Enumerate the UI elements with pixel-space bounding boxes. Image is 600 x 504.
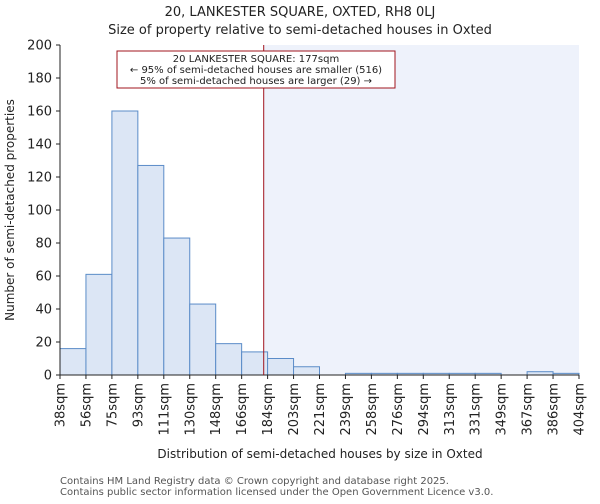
x-tick-label: 313sqm (443, 383, 458, 436)
y-tick-label: 40 (35, 303, 52, 318)
x-tick-label: 294sqm (417, 383, 432, 436)
histogram-bar (267, 358, 295, 376)
x-tick-label: 349sqm (495, 383, 510, 436)
histogram-bar (189, 303, 217, 376)
x-tick-label: 148sqm (209, 383, 224, 436)
annotation-box (116, 50, 396, 89)
x-tick-label: 221sqm (313, 383, 328, 436)
histogram-bar (293, 366, 320, 376)
x-tick-label: 130sqm (183, 383, 198, 436)
annotation-line: ← 95% of semi-detached houses are smalle… (130, 65, 382, 76)
x-tick-label: 56sqm (79, 383, 94, 427)
y-tick-label: 200 (27, 39, 52, 54)
y-tick-label: 180 (27, 72, 52, 87)
footer-line-2: Contains public sector information licen… (60, 487, 493, 498)
y-tick-label: 80 (35, 237, 52, 252)
x-tick-label: 38sqm (54, 383, 69, 427)
x-tick-label: 93sqm (131, 383, 146, 427)
y-tick-label: 160 (27, 105, 52, 120)
x-tick-label: 166sqm (235, 383, 250, 436)
x-tick-label: 184sqm (261, 383, 276, 436)
y-tick-label: 140 (27, 138, 52, 153)
y-tick-label: 120 (27, 171, 52, 186)
x-tick-label: 111sqm (157, 383, 172, 436)
y-tick-label: 0 (44, 369, 52, 384)
y-tick-label: 100 (27, 204, 52, 219)
x-tick-label: 404sqm (573, 383, 588, 436)
histogram-bar (215, 343, 243, 376)
x-tick-label: 203sqm (287, 383, 302, 436)
histogram-bar (137, 164, 165, 376)
x-tick-label: 75sqm (105, 383, 120, 427)
chart-title: 20, LANKESTER SQUARE, OXTED, RH8 0LJ (165, 5, 436, 20)
x-tick-label: 386sqm (547, 383, 562, 436)
annotation-line: 5% of semi-detached houses are larger (2… (140, 76, 372, 87)
y-tick-label: 60 (35, 270, 52, 285)
x-tick-label: 239sqm (339, 383, 354, 436)
y-tick-label: 20 (35, 336, 52, 351)
larger-region-highlight (263, 45, 579, 375)
x-tick-label: 276sqm (391, 383, 406, 436)
histogram-bar (111, 110, 139, 376)
x-tick-label: 331sqm (469, 383, 484, 436)
histogram-bar (59, 348, 87, 376)
chart-subtitle: Size of property relative to semi-detach… (108, 23, 492, 38)
histogram-bar (163, 237, 191, 376)
histogram-bar (85, 273, 113, 376)
x-tick-label: 258sqm (365, 383, 380, 436)
annotation-line: 20 LANKESTER SQUARE: 177sqm (173, 54, 339, 65)
x-tick-label: 367sqm (521, 383, 536, 436)
y-axis-label: Number of semi-detached properties (3, 99, 17, 321)
footer-line-1: Contains HM Land Registry data © Crown c… (60, 476, 449, 487)
x-axis-label: Distribution of semi-detached houses by … (157, 447, 482, 461)
